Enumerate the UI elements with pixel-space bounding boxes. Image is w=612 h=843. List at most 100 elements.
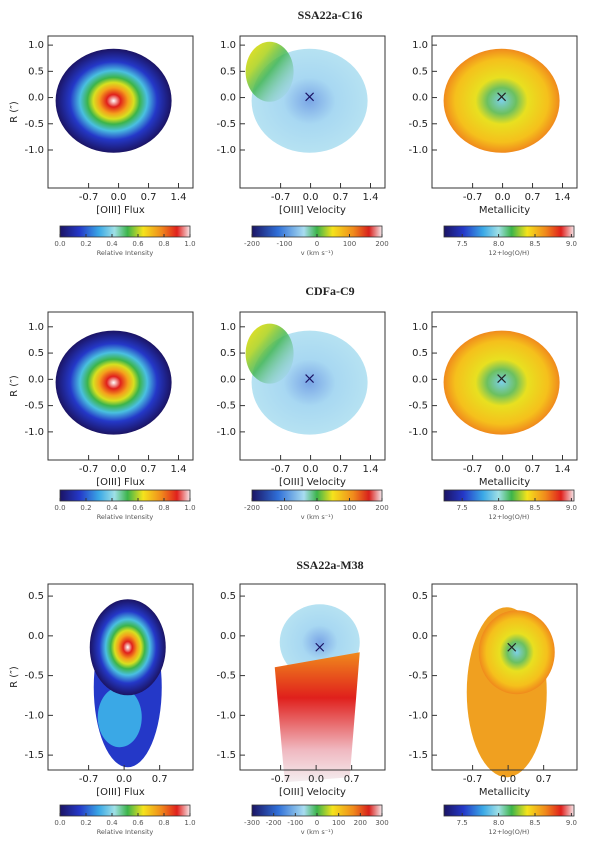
- y-tick-label: 1.0: [28, 322, 44, 333]
- colorbar-tick-label: 0.0: [54, 819, 65, 827]
- x-tick-label: 0.7: [536, 774, 552, 785]
- x-tick-label: -0.7: [79, 192, 99, 203]
- colorbar-tick-label: 200: [354, 819, 367, 827]
- plot-frame: [431, 583, 578, 771]
- y-tick-label: 0.0: [28, 374, 44, 385]
- x-tick-label: 1.4: [171, 192, 187, 203]
- y-tick-label: 0.5: [412, 591, 428, 602]
- map-panel: [443, 48, 560, 153]
- colorbar: [59, 804, 191, 817]
- colorbar-tick-label: 0.8: [158, 819, 169, 827]
- y-tick-label: -1.0: [408, 145, 428, 156]
- y-axis-label: R (″): [9, 375, 20, 397]
- center-marker: [305, 374, 315, 384]
- colorbar-tick-label: 200: [375, 504, 388, 512]
- y-tick-label: 0.5: [412, 348, 428, 359]
- colorbar-tick-label: 0.4: [106, 819, 118, 827]
- y-tick-label: 0.0: [28, 631, 44, 642]
- map-panel: [274, 604, 360, 783]
- colorbar: [59, 225, 191, 238]
- map-blob: [443, 330, 560, 435]
- x-tick-label: -0.7: [271, 192, 291, 203]
- colorbar-tick-label: 8.0: [493, 240, 504, 248]
- x-tick-label: 0.0: [111, 464, 127, 475]
- x-tick-label: 0.7: [152, 774, 168, 785]
- colorbar-tick-label: 7.5: [457, 240, 468, 248]
- colorbar-tick-label: 1.0: [184, 504, 195, 512]
- colorbar-tick-label: -300: [244, 819, 260, 827]
- map-panel: [55, 48, 172, 153]
- colorbar-tick-label: 100: [343, 504, 356, 512]
- y-tick-label: -0.5: [24, 119, 44, 130]
- colorbar-tick-label: 7.5: [457, 504, 468, 512]
- x-tick-label: 0.7: [333, 192, 349, 203]
- colorbar-tick-label: 0: [315, 819, 319, 827]
- colorbar-tick-label: 8.5: [529, 240, 540, 248]
- colorbar-tick-label: 9.0: [566, 240, 577, 248]
- y-tick-label: 0.5: [28, 66, 44, 77]
- y-tick-label: -0.5: [408, 671, 428, 682]
- y-tick-label: -0.5: [24, 401, 44, 412]
- x-tick-label: 0.7: [344, 774, 360, 785]
- y-tick-label: 0.5: [220, 591, 236, 602]
- x-tick-label: 1.4: [363, 464, 379, 475]
- map-blob: [274, 652, 360, 783]
- y-tick-label: 1.0: [412, 322, 428, 333]
- row-title: CDFa-C9: [305, 284, 354, 298]
- y-axis-label: R (″): [9, 666, 20, 688]
- map-blob: [245, 41, 294, 102]
- y-tick-label: -1.0: [24, 427, 44, 438]
- y-tick-label: 0.0: [28, 93, 44, 104]
- y-tick-label: -0.5: [408, 401, 428, 412]
- colorbar-tick-label: 0.2: [80, 240, 91, 248]
- colorbar: [443, 489, 575, 502]
- x-axis-label: [OIII] Velocity: [279, 477, 346, 488]
- colorbar-tick-label: 1.0: [184, 819, 195, 827]
- colorbar-tick-label: 100: [332, 819, 345, 827]
- colorbar-tick-label: 300: [375, 819, 388, 827]
- colorbar-label: v (km s⁻¹): [301, 513, 334, 521]
- x-tick-label: 0.0: [303, 464, 319, 475]
- colorbar-tick-label: 0.8: [158, 240, 169, 248]
- y-tick-label: -1.0: [216, 145, 236, 156]
- map-panel: [245, 41, 368, 153]
- y-tick-label: -1.5: [24, 750, 44, 761]
- map-blob: [245, 323, 294, 384]
- y-tick-label: -1.0: [408, 427, 428, 438]
- x-tick-label: -0.7: [463, 192, 483, 203]
- x-tick-label: 0.7: [525, 464, 541, 475]
- y-tick-label: -0.5: [24, 671, 44, 682]
- y-tick-label: 1.0: [412, 40, 428, 51]
- row-title: SSA22a-M38: [296, 558, 363, 572]
- colorbar: [443, 804, 575, 817]
- x-axis-label: Metallicity: [479, 205, 530, 216]
- plot-frame: [47, 35, 194, 189]
- colorbar-tick-label: 1.0: [184, 240, 195, 248]
- x-axis-label: Metallicity: [479, 787, 530, 798]
- y-tick-label: 1.0: [220, 322, 236, 333]
- x-axis-label: [OIII] Velocity: [279, 205, 346, 216]
- plot-frame: [239, 35, 386, 189]
- x-tick-label: 0.0: [495, 192, 511, 203]
- colorbar-tick-label: 0.8: [158, 504, 169, 512]
- x-tick-label: -0.7: [463, 774, 483, 785]
- colorbar-label: v (km s⁻¹): [301, 828, 334, 836]
- x-axis-label: [OIII] Flux: [96, 205, 145, 216]
- y-tick-label: 0.0: [220, 374, 236, 385]
- x-tick-label: 1.4: [555, 192, 571, 203]
- colorbar-tick-label: 8.0: [493, 819, 504, 827]
- colorbar-label: v (km s⁻¹): [301, 249, 334, 257]
- y-tick-label: 0.5: [28, 348, 44, 359]
- x-tick-label: -0.7: [271, 774, 291, 785]
- map-panel: [55, 330, 172, 435]
- x-tick-label: 0.0: [495, 464, 511, 475]
- plot-frame: [47, 311, 194, 461]
- x-tick-label: 1.4: [171, 464, 187, 475]
- center-marker: [497, 92, 507, 102]
- y-tick-label: -0.5: [216, 671, 236, 682]
- plot-frame: [239, 583, 386, 771]
- colorbar-tick-label: -100: [277, 504, 293, 512]
- x-axis-label: [OIII] Flux: [96, 477, 145, 488]
